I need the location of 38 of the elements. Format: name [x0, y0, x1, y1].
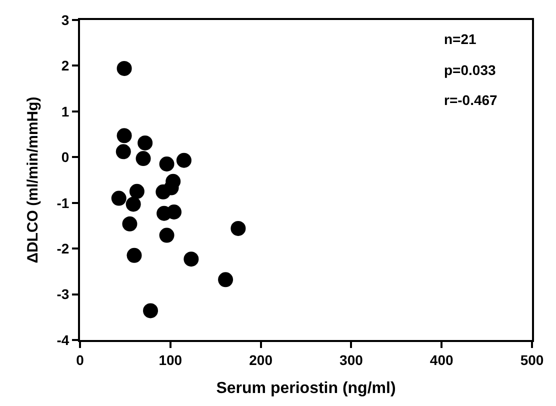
- point: [138, 135, 153, 150]
- y-tick-label: -2: [56, 240, 70, 256]
- point: [116, 60, 132, 76]
- x-tick-label: 200: [249, 352, 273, 368]
- y-axis-title: ΔDLCO (ml/min/mmHg): [24, 96, 42, 264]
- y-tick-label: 0: [61, 149, 70, 166]
- point: [218, 272, 234, 288]
- point: [136, 151, 151, 166]
- point: [176, 152, 192, 168]
- point: [184, 252, 199, 267]
- point: [166, 204, 182, 220]
- y-tick-label: -1: [56, 194, 70, 211]
- point: [156, 184, 171, 200]
- x-tick-label: 100: [158, 352, 182, 368]
- point: [159, 156, 174, 172]
- point: [230, 220, 246, 236]
- x-tick-label: 300: [340, 352, 364, 368]
- x-tick-label: 500: [520, 352, 544, 368]
- x-axis-title: Serum periostin (ng/ml): [216, 380, 396, 397]
- y-tick-label: -4: [56, 332, 70, 348]
- point: [143, 303, 158, 318]
- annotation: n=21: [444, 31, 477, 47]
- point: [116, 128, 132, 144]
- annotation: p=0.033: [444, 62, 496, 78]
- y-tick-label: 1: [61, 103, 70, 120]
- point: [122, 216, 138, 232]
- point: [111, 190, 126, 206]
- point: [116, 144, 131, 160]
- point: [126, 248, 142, 263]
- x-tick-label: 0: [76, 352, 84, 368]
- annotation: r=-0.467: [444, 92, 498, 108]
- point: [159, 228, 174, 243]
- point: [129, 184, 144, 199]
- x-tick-label: 400: [430, 352, 454, 368]
- y-tick-label: 2: [61, 58, 70, 74]
- y-tick-label: 3: [61, 12, 70, 28]
- point: [126, 196, 141, 212]
- y-tick-label: -3: [56, 286, 70, 302]
